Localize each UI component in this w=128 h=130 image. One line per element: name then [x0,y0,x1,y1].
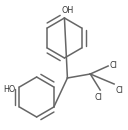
Text: HO: HO [3,84,15,93]
Text: Cl: Cl [115,86,123,95]
Text: Cl: Cl [109,60,117,70]
Text: Cl: Cl [94,93,102,102]
Text: OH: OH [61,6,74,15]
